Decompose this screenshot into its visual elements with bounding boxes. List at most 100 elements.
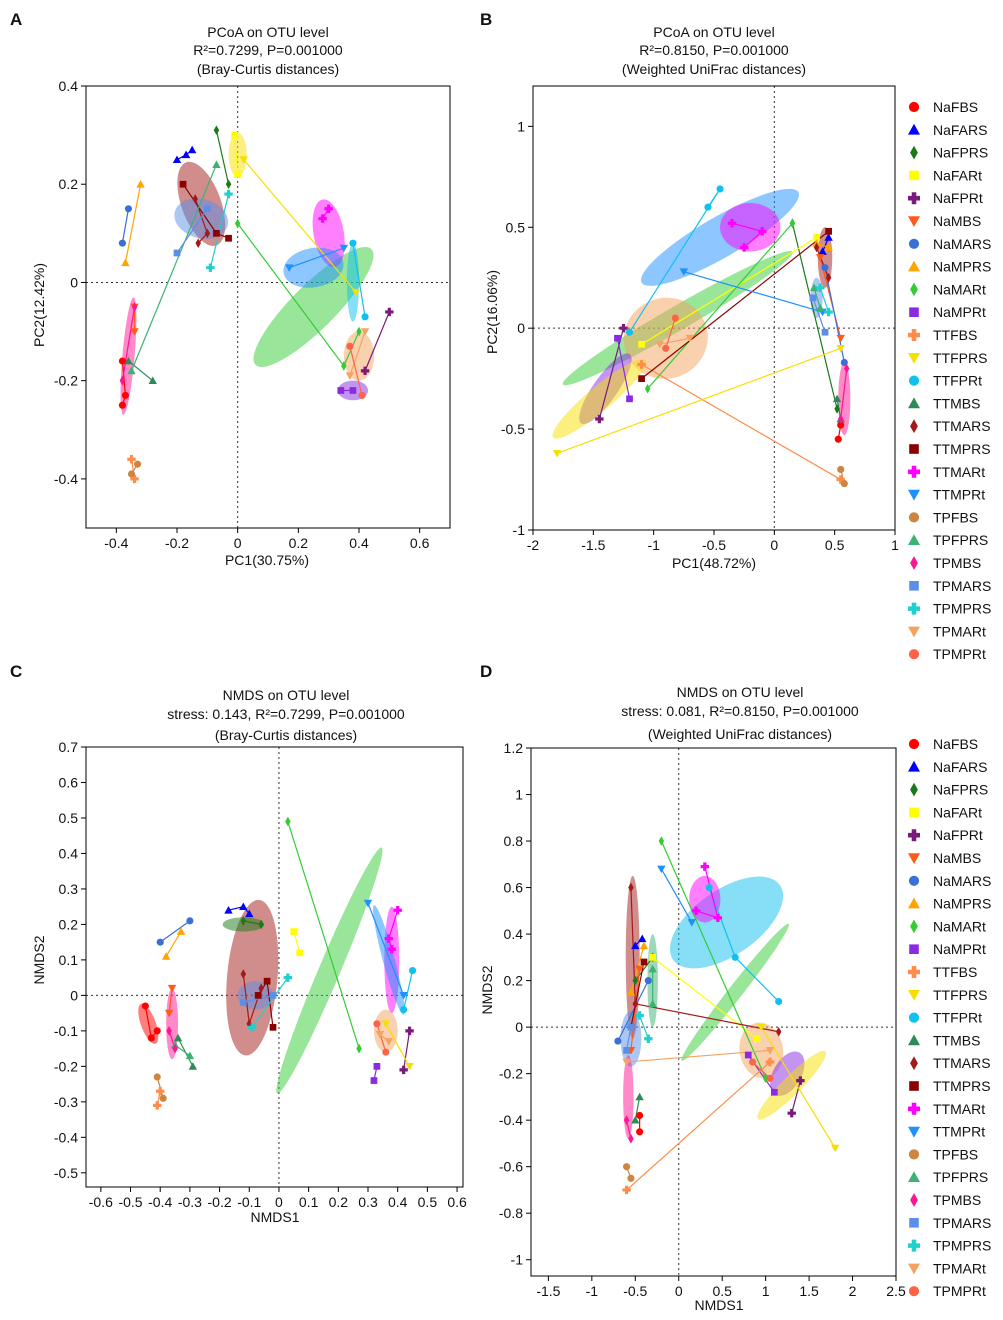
group-link-TPMARS	[243, 994, 274, 1004]
x-tick-label: 1	[891, 537, 899, 553]
legend-label-NaFARS: NaFARS	[933, 122, 987, 138]
panel-d-title-line-1: NMDS on OTU level	[677, 684, 804, 700]
y-tick-label: -1	[511, 1252, 524, 1268]
group-link-TTFPRt	[352, 243, 366, 317]
point-TPMBS	[166, 1026, 172, 1036]
point-TTMARt	[384, 934, 393, 943]
confidence-ellipse-TTFPRS	[552, 358, 647, 439]
point-TTMPRS	[269, 1023, 277, 1031]
point-TTFPRt	[625, 328, 634, 336]
legend-item-TTMPRS: TTMPRS	[909, 1078, 991, 1094]
legend-item-NaFARS: NaFARS	[908, 122, 987, 138]
y-tick-label: 0.8	[504, 833, 524, 849]
y-tick-label: 0.5	[59, 810, 79, 826]
confidence-ellipse-TTMARt	[720, 203, 781, 252]
point-TTMARS	[195, 238, 201, 248]
legend-label-TTFBS: TTFBS	[933, 327, 977, 343]
point-TPFBS	[133, 460, 142, 468]
y-tick-label: -0.2	[499, 1066, 523, 1082]
y-tick-label: 0.4	[504, 926, 524, 942]
point-TTFPRS	[836, 345, 845, 353]
legend-item-NaFBS: NaFBS	[908, 99, 978, 115]
group-link-TTMPRt	[367, 902, 405, 996]
panel-c-letter: C	[10, 662, 22, 681]
legend-label-TTMBS: TTMBS	[933, 1032, 980, 1048]
point-NaMBS	[836, 334, 845, 343]
legend-marker-TPMBS	[910, 556, 918, 570]
y-tick-label: 0.2	[504, 973, 524, 989]
group-link-TTMARS	[816, 247, 830, 278]
point-NaFBS	[118, 357, 126, 365]
point-TTMBS	[148, 376, 157, 385]
point-TPMARt	[622, 1058, 631, 1067]
group-link-TPMARS	[812, 297, 826, 333]
point-NaFPRt	[360, 366, 370, 376]
point-TTMARt	[700, 862, 710, 871]
panel-d-title-line-2: stress: 0.081, R²=0.8150, P=0.001000	[621, 703, 859, 719]
x-tick-label: -1	[647, 537, 660, 553]
panel-d-plot: -1.5 -1 -0.5 0 0.5 1 1.5 2 2.5 -1 -0.8 -0.6 -0.4 -0.2…	[499, 740, 906, 1299]
legend-label-NaFBS: NaFBS	[933, 736, 978, 752]
legend-marker-NaMARS	[908, 238, 920, 249]
x-tick-label: -0.1	[237, 1194, 261, 1210]
legend-marker-TTMARS	[910, 419, 918, 434]
point-TTFPRt	[349, 239, 357, 247]
point-TPMPRt	[766, 1074, 774, 1082]
group-link-TPFPRS	[813, 287, 821, 309]
point-TTFBS	[153, 1101, 162, 1110]
legend-marker-TTMARS	[910, 1056, 918, 1071]
point-NaMPRt	[770, 1088, 778, 1096]
legend-label-TPMARS: TPMARS	[933, 578, 991, 594]
group-link-NaMBS	[630, 968, 641, 1051]
x-tick-label: 0.5	[712, 1283, 732, 1299]
legend-marker-TTMPRS	[909, 1081, 919, 1091]
legend-marker-NaFBS	[908, 101, 920, 113]
legend-label-TPFBS: TPFBS	[933, 1146, 978, 1162]
legend-label-TTMPRS: TTMPRS	[933, 1078, 991, 1094]
group-link-NaMBS	[819, 257, 842, 339]
point-NaFPRS	[258, 919, 264, 930]
point-TTFPRt	[704, 203, 712, 211]
point-TTFPRt	[731, 953, 739, 961]
point-TPFPRS	[648, 964, 657, 973]
point-TPMPRt	[749, 1058, 757, 1066]
point-TPMBS	[131, 302, 138, 312]
group-link-TPMBS	[121, 306, 136, 381]
x-tick-label: 2.5	[886, 1283, 906, 1299]
y-tick-label: 0.2	[59, 176, 79, 192]
panel-b-x-axis-label: PC1(48.72%)	[672, 555, 756, 571]
point-NaFARt	[231, 131, 238, 139]
point-TTMARt	[324, 204, 333, 213]
point-TTMARt	[318, 214, 327, 223]
group-link-NaMARt	[287, 821, 360, 1049]
y-tick-label: 0	[70, 274, 78, 290]
legend-item-NaMARS: NaMARS	[908, 236, 991, 252]
point-TTMPRS	[213, 229, 220, 237]
point-TTMARt	[387, 945, 396, 954]
legend-label-TPMPRS: TPMPRS	[933, 601, 991, 617]
legend-label-NaMBS: NaMBS	[933, 213, 981, 229]
point-TTFBS	[130, 474, 139, 484]
point-TTFPRS	[757, 1023, 766, 1032]
panel-a-letter: A	[10, 10, 22, 29]
legend-item-NaFPRS: NaFPRS	[910, 145, 988, 161]
legend-label-TTFBS: TTFBS	[933, 964, 977, 980]
point-NaMARt	[356, 1043, 362, 1054]
legend-item-TPMPRS: TPMPRS	[908, 1238, 991, 1254]
panel-a-title-line-2: R²=0.7299, P=0.001000	[193, 42, 343, 58]
x-tick-label: 0.5	[418, 1194, 438, 1210]
point-TPMPRS	[224, 189, 233, 199]
point-NaFARS	[245, 909, 254, 918]
point-TTMPRS	[825, 227, 832, 235]
legend-marker-TPMBS	[910, 1193, 918, 1207]
panel-c-title-line-2: stress: 0.143, R²=0.7299, P=0.001000	[167, 706, 405, 722]
point-NaMPRt	[744, 1051, 752, 1059]
legend-marker-TPMPRS	[908, 1239, 920, 1252]
point-NaMPRt	[614, 334, 621, 342]
group-link-TTMBS	[634, 1096, 641, 1121]
point-TPMARt	[360, 328, 370, 336]
x-tick-label: 0.6	[447, 1194, 467, 1210]
panel-a-y-axis-label: PC2(12.42%)	[31, 263, 47, 347]
group-link-TTMPRt	[660, 868, 693, 923]
point-TPMBS	[119, 375, 126, 386]
